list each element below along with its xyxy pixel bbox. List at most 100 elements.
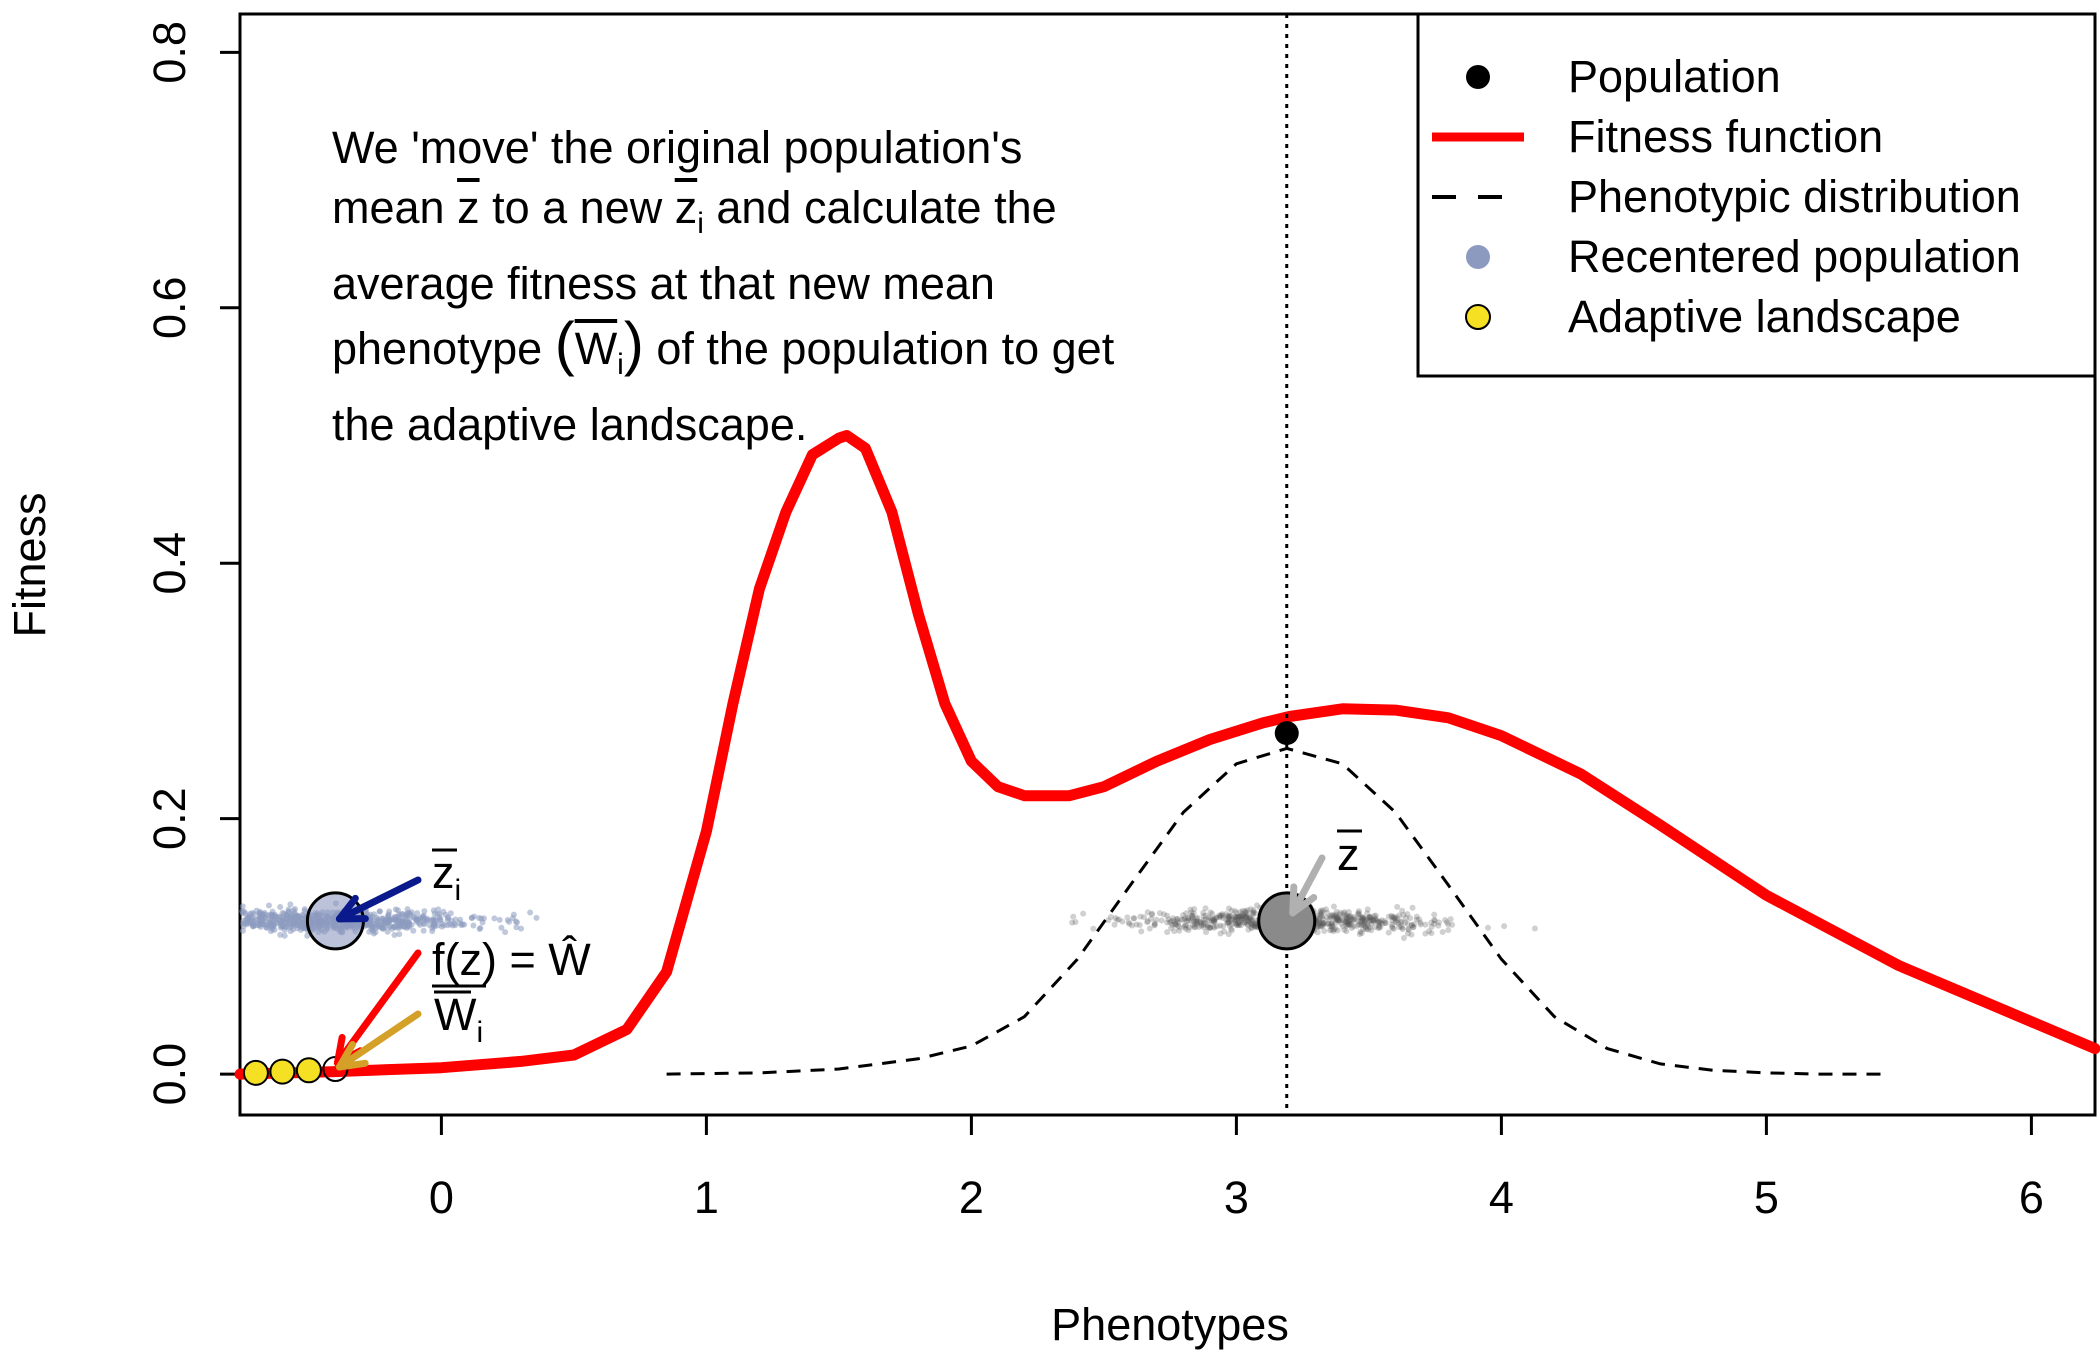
population-dot [1334,927,1341,934]
population-dot [1361,919,1368,926]
legend: Population Fitness function Phenotypic d… [1416,12,2097,378]
population-dot [1189,912,1196,919]
population-dot [1249,916,1256,923]
population-dot [1325,920,1332,927]
population-dot [1105,917,1112,924]
population-dot [1185,927,1192,934]
population-dot [1364,921,1371,928]
population-dot [1416,916,1423,923]
recentered-dot [293,912,300,919]
population-dot [1345,908,1352,915]
population-dot [1241,913,1248,920]
population-dot [1391,915,1398,922]
population-dot [1372,916,1379,923]
population-dot [1378,917,1385,924]
population-dot [1069,919,1076,926]
population-dot [1343,913,1350,920]
population-dot [1341,909,1348,916]
population-dot [1345,921,1352,928]
population-dot [1170,917,1177,924]
population-dot [1234,914,1241,921]
population-dot [1124,914,1131,921]
recentered-dot [272,916,279,923]
population-dot [1209,910,1216,917]
population-dot [1346,920,1353,927]
population-dot [1206,925,1213,932]
recentered-dot [447,910,454,917]
population-dot [1251,923,1258,930]
population-dot [1125,919,1132,926]
population-dot [1361,915,1368,922]
recentered-dot [436,914,443,921]
population-dot [1231,916,1238,923]
population-dot [1323,906,1330,913]
recentered-dot [421,908,428,915]
population-dot [1337,915,1344,922]
population-dot [1146,925,1153,932]
population-dot [1339,917,1346,924]
population-dot [1191,924,1198,931]
population-dot [1347,913,1354,920]
population-dot [1194,918,1201,925]
population-dot [1376,919,1383,926]
population-dot [1404,920,1411,927]
annotation-line-4a: phenotype [332,323,555,374]
population-dot [1251,920,1258,927]
annotation-line-1: We 'move' the original population's [332,122,1023,173]
adaptive-landscape-point [269,1058,296,1085]
population-dot [1129,922,1136,929]
y-tick-label: 0.6 [144,276,195,339]
population-dot [1402,915,1409,922]
population-dot [1354,917,1361,924]
population-dot [1202,921,1209,928]
population-dot [1392,919,1399,926]
population-dot [1233,921,1240,928]
recentered-dot [491,915,498,922]
recentered-dot [367,911,374,918]
population-dot [1330,928,1337,935]
recentered-dot [470,922,477,929]
population-dot [1194,914,1201,921]
annotation-zbar-i-sub: i [697,207,704,240]
annotation-line-2c: and calculate the [703,182,1057,233]
population-dot [1211,917,1218,924]
population-dot [1246,914,1253,921]
y-tick-label: 0.8 [144,21,195,84]
recentered-dot [404,914,411,921]
population-dot [1428,919,1435,926]
population-dot [1319,919,1326,926]
recentered-dot [510,911,517,918]
population-dot [1501,923,1508,930]
population-dot [1175,922,1182,929]
population-dot [1340,910,1347,917]
population-dot [1392,915,1399,922]
population-dot [1238,915,1245,922]
population-dot [1208,918,1215,925]
zbar-i-text: z [432,847,455,898]
population-dot [1126,921,1133,928]
population-dot [1233,916,1240,923]
fitness-ratio-numerator: f(z) = Ŵ [432,934,591,985]
population-dot [1354,922,1361,929]
population-dot [1224,920,1231,927]
population-dot [1356,911,1363,918]
population-dot [1422,921,1429,928]
population-dot [1330,926,1337,933]
population-dot [1252,924,1259,931]
population-dot [1335,916,1342,923]
population-dot [1361,918,1368,925]
population-dot [1219,911,1226,918]
population-dot [1317,907,1324,914]
population-dot [1355,908,1362,915]
population-dot [1243,920,1250,927]
recentered-dot [379,924,386,931]
population-dot [1350,923,1357,930]
recentered-dot [445,914,452,921]
population-dot [1404,930,1411,937]
fitness-ratio-denominator: Wi [434,989,483,1049]
population-dot [1333,917,1340,924]
population-dot [1205,917,1212,924]
population-dot [1181,922,1188,929]
population-dot [1236,913,1243,920]
population-dot [1202,912,1209,919]
